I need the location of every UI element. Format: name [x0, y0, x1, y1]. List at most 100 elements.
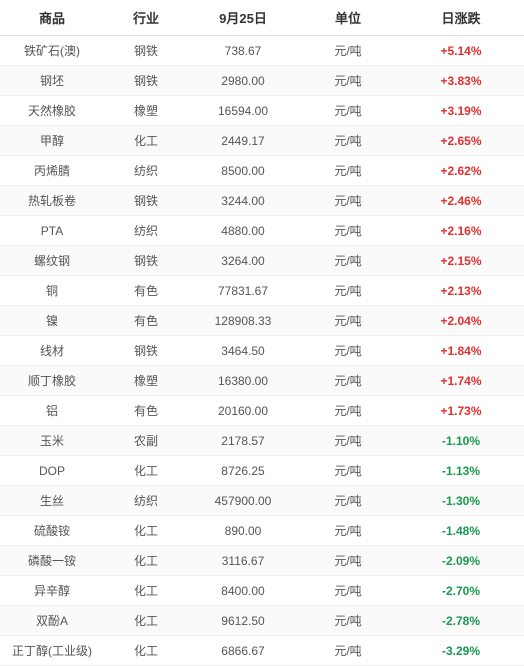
cell-commodity: 螺纹钢 [0, 246, 104, 276]
cell-commodity: 甲醇 [0, 126, 104, 156]
table-row: 铁矿石(澳)钢铁738.67元/吨+5.14% [0, 36, 524, 66]
cell-industry: 化工 [104, 516, 188, 546]
cell-commodity: 异辛醇 [0, 576, 104, 606]
table-row: 硫酸铵化工890.00元/吨-1.48% [0, 516, 524, 546]
cell-unit: 元/吨 [298, 276, 398, 306]
cell-price: 128908.33 [188, 306, 298, 336]
cell-change: -2.70% [398, 576, 524, 606]
cell-commodity: 双酚A [0, 606, 104, 636]
cell-unit: 元/吨 [298, 606, 398, 636]
cell-commodity: 顺丁橡胶 [0, 366, 104, 396]
cell-commodity: 热轧板卷 [0, 186, 104, 216]
cell-price: 20160.00 [188, 396, 298, 426]
cell-unit: 元/吨 [298, 156, 398, 186]
cell-unit: 元/吨 [298, 246, 398, 276]
cell-commodity: 线材 [0, 336, 104, 366]
table-row: 顺丁橡胶橡塑16380.00元/吨+1.74% [0, 366, 524, 396]
cell-unit: 元/吨 [298, 486, 398, 516]
cell-unit: 元/吨 [298, 426, 398, 456]
table-row: 镍有色128908.33元/吨+2.04% [0, 306, 524, 336]
table-row: 螺纹钢钢铁3264.00元/吨+2.15% [0, 246, 524, 276]
cell-commodity: 天然橡胶 [0, 96, 104, 126]
table-header-row: 商品 行业 9月25日 单位 日涨跌 [0, 0, 524, 36]
cell-price: 2449.17 [188, 126, 298, 156]
col-header-date: 9月25日 [188, 0, 298, 36]
cell-industry: 橡塑 [104, 96, 188, 126]
cell-price: 457900.00 [188, 486, 298, 516]
col-header-change: 日涨跌 [398, 0, 524, 36]
cell-industry: 农副 [104, 426, 188, 456]
cell-industry: 钢铁 [104, 336, 188, 366]
cell-price: 6866.67 [188, 636, 298, 666]
cell-commodity: 正丁醇(工业级) [0, 636, 104, 666]
cell-commodity: 钢坯 [0, 66, 104, 96]
cell-industry: 橡塑 [104, 366, 188, 396]
cell-price: 4880.00 [188, 216, 298, 246]
cell-change: +2.15% [398, 246, 524, 276]
table-row: 钢坯钢铁2980.00元/吨+3.83% [0, 66, 524, 96]
cell-industry: 化工 [104, 636, 188, 666]
cell-industry: 化工 [104, 126, 188, 156]
cell-price: 3264.00 [188, 246, 298, 276]
table-row: 热轧板卷钢铁3244.00元/吨+2.46% [0, 186, 524, 216]
cell-unit: 元/吨 [298, 576, 398, 606]
cell-commodity: 铜 [0, 276, 104, 306]
cell-change: +1.73% [398, 396, 524, 426]
table-row: 丙烯腈纺织8500.00元/吨+2.62% [0, 156, 524, 186]
cell-price: 2178.57 [188, 426, 298, 456]
cell-industry: 钢铁 [104, 186, 188, 216]
table-row: 天然橡胶橡塑16594.00元/吨+3.19% [0, 96, 524, 126]
cell-unit: 元/吨 [298, 336, 398, 366]
cell-change: +2.65% [398, 126, 524, 156]
table-row: DOP化工8726.25元/吨-1.13% [0, 456, 524, 486]
cell-commodity: DOP [0, 456, 104, 486]
cell-unit: 元/吨 [298, 516, 398, 546]
table-row: 生丝纺织457900.00元/吨-1.30% [0, 486, 524, 516]
cell-commodity: 硫酸铵 [0, 516, 104, 546]
table-row: PTA纺织4880.00元/吨+2.16% [0, 216, 524, 246]
table-row: 磷酸一铵化工3116.67元/吨-2.09% [0, 546, 524, 576]
col-header-industry: 行业 [104, 0, 188, 36]
cell-change: +1.74% [398, 366, 524, 396]
table-row: 铝有色20160.00元/吨+1.73% [0, 396, 524, 426]
cell-change: +2.46% [398, 186, 524, 216]
cell-unit: 元/吨 [298, 636, 398, 666]
cell-unit: 元/吨 [298, 456, 398, 486]
cell-price: 3116.67 [188, 546, 298, 576]
cell-commodity: 生丝 [0, 486, 104, 516]
table-body: 铁矿石(澳)钢铁738.67元/吨+5.14%钢坯钢铁2980.00元/吨+3.… [0, 36, 524, 666]
cell-industry: 纺织 [104, 156, 188, 186]
cell-change: -3.29% [398, 636, 524, 666]
cell-price: 8400.00 [188, 576, 298, 606]
table-row: 甲醇化工2449.17元/吨+2.65% [0, 126, 524, 156]
cell-industry: 有色 [104, 276, 188, 306]
cell-industry: 化工 [104, 456, 188, 486]
cell-change: +3.83% [398, 66, 524, 96]
cell-industry: 钢铁 [104, 246, 188, 276]
table-row: 异辛醇化工8400.00元/吨-2.70% [0, 576, 524, 606]
table-row: 双酚A化工9612.50元/吨-2.78% [0, 606, 524, 636]
cell-change: +2.16% [398, 216, 524, 246]
cell-industry: 化工 [104, 606, 188, 636]
cell-price: 3244.00 [188, 186, 298, 216]
cell-change: -1.48% [398, 516, 524, 546]
cell-unit: 元/吨 [298, 216, 398, 246]
cell-commodity: 磷酸一铵 [0, 546, 104, 576]
cell-commodity: 玉米 [0, 426, 104, 456]
cell-industry: 钢铁 [104, 66, 188, 96]
cell-change: -1.13% [398, 456, 524, 486]
col-header-commodity: 商品 [0, 0, 104, 36]
cell-unit: 元/吨 [298, 396, 398, 426]
cell-commodity: 铁矿石(澳) [0, 36, 104, 66]
table-row: 玉米农副2178.57元/吨-1.10% [0, 426, 524, 456]
cell-industry: 纺织 [104, 216, 188, 246]
cell-unit: 元/吨 [298, 306, 398, 336]
cell-change: -2.09% [398, 546, 524, 576]
cell-unit: 元/吨 [298, 96, 398, 126]
cell-commodity: 铝 [0, 396, 104, 426]
cell-unit: 元/吨 [298, 186, 398, 216]
cell-price: 16594.00 [188, 96, 298, 126]
cell-price: 2980.00 [188, 66, 298, 96]
cell-industry: 化工 [104, 576, 188, 606]
cell-industry: 化工 [104, 546, 188, 576]
